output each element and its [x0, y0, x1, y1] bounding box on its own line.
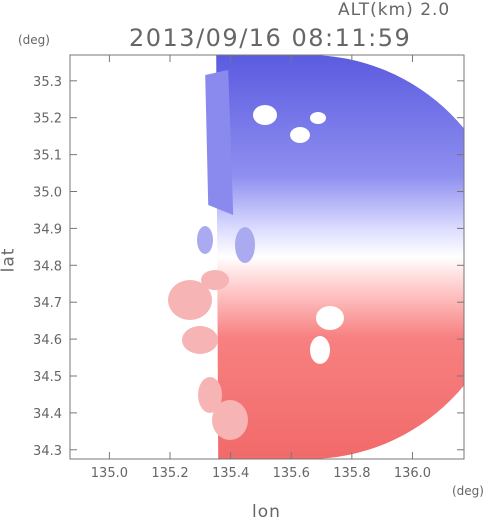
x-tick-label: 136.0	[394, 466, 431, 481]
x-axis-ticks: 135.0 135.2 135.4 135.6 135.8 136.0	[91, 55, 431, 481]
echo-patch	[212, 400, 248, 440]
x-axis-unit: (deg)	[452, 484, 484, 498]
x-tick-label: 135.2	[151, 466, 188, 481]
y-tick-label: 34.7	[33, 296, 62, 311]
no-echo-gap	[310, 112, 326, 124]
echo-region-northwest	[205, 70, 234, 215]
x-tick-label: 135.8	[333, 466, 370, 481]
y-tick-label: 34.4	[33, 407, 62, 422]
y-tick-label: 35.3	[33, 75, 62, 90]
y-tick-label: 35.0	[33, 186, 62, 201]
y-tick-label: 35.2	[33, 112, 62, 127]
x-axis-label: lon	[252, 502, 281, 522]
echo-patch	[182, 326, 218, 354]
chart-title-timestamp: 2013/09/16 08:11:59	[129, 24, 412, 52]
echo-patch	[235, 227, 255, 263]
y-tick-label: 34.9	[33, 222, 62, 237]
y-axis-unit: (deg)	[18, 33, 50, 47]
y-tick-label: 34.5	[33, 370, 62, 385]
plot-frame	[69, 54, 465, 460]
y-tick-label: 34.8	[33, 259, 62, 274]
no-echo-gap	[290, 127, 310, 143]
x-tick-label: 135.0	[91, 466, 128, 481]
velocity-field	[168, 55, 464, 459]
x-tick-label: 135.6	[273, 466, 310, 481]
echo-patch	[198, 377, 222, 413]
altitude-label: ALT(km) 2.0	[338, 0, 451, 20]
y-axis-ticks: 34.3 34.4 34.5 34.6 34.7 34.8 34.9 35.0 35.1 35.2…	[33, 75, 464, 459]
y-tick-label: 34.6	[33, 333, 62, 348]
x-tick-label: 135.4	[212, 466, 249, 481]
no-echo-gap	[253, 105, 277, 125]
echo-region-main	[216, 55, 464, 459]
echo-patch	[197, 226, 213, 254]
echo-patch	[201, 270, 229, 290]
no-echo-gap	[316, 306, 344, 330]
no-echo-gap	[310, 336, 330, 364]
echo-patch	[168, 280, 212, 320]
y-tick-label: 35.1	[33, 149, 62, 164]
y-tick-label: 34.3	[33, 444, 62, 459]
